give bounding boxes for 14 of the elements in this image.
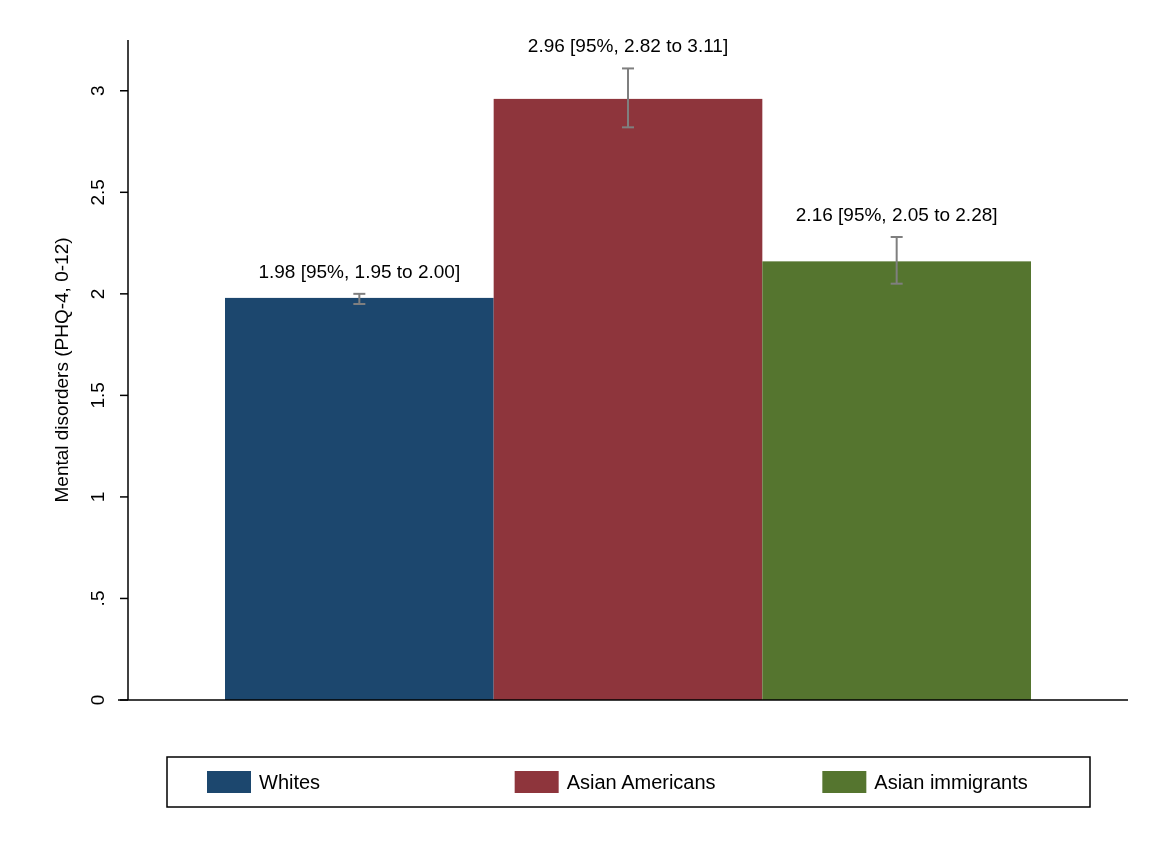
y-tick-label: 3 [87,85,108,97]
legend-label: Asian immigrants [874,771,1028,793]
data-label: 1.98 [95%, 1.95 to 2.00] [258,260,461,282]
y-tick-label: 1 [87,491,108,503]
y-tick-label: .5 [87,590,108,607]
y-tick-label: 2.5 [87,179,108,206]
data-label: 2.96 [95%, 2.82 to 3.11] [527,35,729,57]
legend-label: Asian Americans [566,771,716,793]
data-label: 2.16 [95%, 2.05 to 2.28] [795,203,998,225]
y-tick-label: 2 [87,288,108,300]
y-axis-title: Mental disorders (PHQ-4, 0-12) [51,237,72,503]
y-tick-label: 1.5 [87,382,108,409]
legend-label: Whites [259,771,321,793]
y-tick-label: 0 [87,694,108,706]
